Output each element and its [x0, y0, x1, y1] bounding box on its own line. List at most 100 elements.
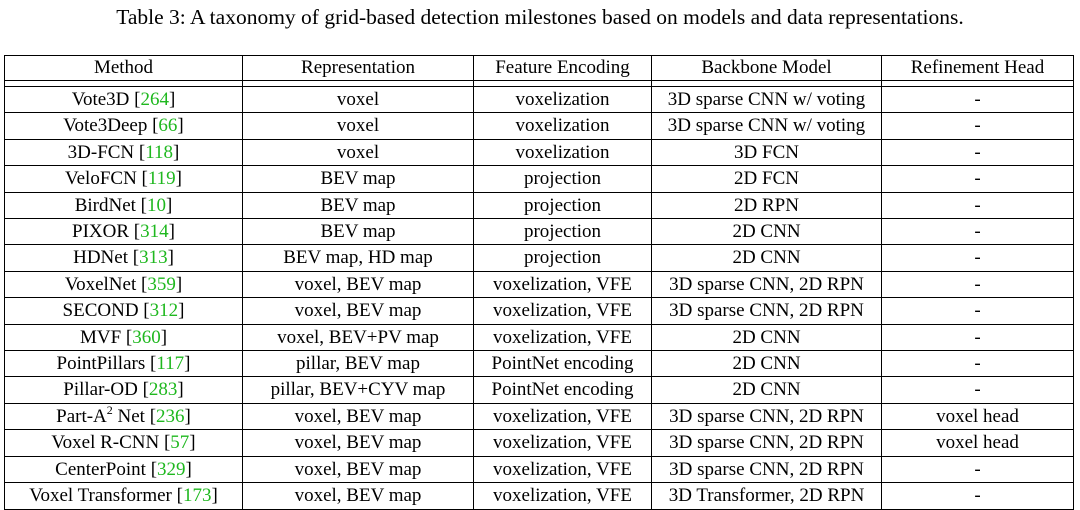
- feature-encoding-cell: voxelization, VFE: [473, 270, 652, 299]
- citation-link[interactable]: 312: [149, 300, 179, 322]
- feature-encoding-cell: voxelization, VFE: [473, 402, 652, 431]
- refinement-head-cell: -: [881, 323, 1074, 352]
- representation-cell: voxel: [242, 138, 474, 167]
- feature-encoding-cell: voxelization, VFE: [473, 455, 652, 484]
- method-name: Part-A: [56, 405, 107, 427]
- feature-encoding-cell: voxelization, VFE: [473, 482, 652, 510]
- feature-encoding-cell: voxelization, VFE: [473, 297, 652, 325]
- method-name: PointPillars: [56, 353, 146, 375]
- refinement-head-cell: voxel head: [881, 402, 1074, 431]
- representation-cell: voxel, BEV map: [242, 270, 474, 299]
- method-name: VoxelNet: [64, 273, 137, 295]
- citation-link[interactable]: 264: [140, 89, 169, 110]
- table-row: HDNet [313] BEV map, HD map projection 2D C…: [4, 244, 1074, 272]
- table-row: Vote3D [264] voxel voxelization 3D sparse C…: [4, 85, 1074, 114]
- feature-encoding-cell: voxelization: [473, 85, 652, 114]
- citation-link[interactable]: 313: [139, 247, 168, 269]
- method-cell: SECOND [312]: [4, 297, 243, 325]
- citation-link[interactable]: 10: [146, 194, 166, 216]
- refinement-head-cell: -: [881, 165, 1074, 193]
- feature-encoding-cell: voxelization: [473, 138, 652, 167]
- feature-encoding-cell: projection: [473, 218, 652, 246]
- header-feature-encoding: Feature Encoding: [473, 55, 652, 81]
- method-name: SECOND: [62, 300, 139, 322]
- citation-link[interactable]: 117: [156, 353, 185, 375]
- citation-link[interactable]: 118: [145, 141, 174, 163]
- method-cell: VeloFCN [119]: [4, 165, 243, 193]
- representation-cell: voxel, BEV+PV map: [242, 323, 474, 352]
- backbone-model-cell: 3D FCN: [651, 138, 882, 167]
- citation-link[interactable]: 283: [148, 379, 178, 401]
- refinement-head-cell: -: [881, 191, 1074, 220]
- feature-encoding-cell: PointNet encoding: [473, 350, 652, 378]
- table-caption: Table 3: A taxonomy of grid-based detect…: [116, 5, 964, 29]
- table-body: Vote3D [264] voxel voxelization 3D sparse C…: [4, 85, 1074, 510]
- refinement-head-cell: -: [881, 112, 1074, 140]
- backbone-model-cell: 3D sparse CNN, 2D RPN: [651, 455, 882, 484]
- method-name: HDNet: [73, 247, 128, 269]
- method-cell: Vote3D [264]: [4, 85, 243, 114]
- method-cell: MVF [360]: [4, 323, 243, 352]
- backbone-model-cell: 2D CNN: [651, 323, 882, 352]
- citation-link[interactable]: 314: [140, 221, 169, 243]
- method-cell: Pillar-OD [283]: [4, 376, 243, 404]
- table-row: 3D-FCN [118] voxel voxelization 3D FCN -: [4, 138, 1074, 167]
- table-row: BirdNet [10] BEV map projection 2D RPN -: [4, 191, 1074, 220]
- method-name-suffix: Net: [117, 405, 145, 427]
- refinement-head-cell: -: [881, 244, 1074, 272]
- table-row: Voxel Transformer [173] voxel, BEV map vox…: [4, 482, 1074, 510]
- representation-cell: voxel, BEV map: [242, 482, 474, 510]
- backbone-model-cell: 3D sparse CNN w/ voting: [651, 112, 882, 140]
- method-cell: Voxel Transformer [173]: [4, 482, 243, 510]
- table-row: PointPillars [117] pillar, BEV map PointNe…: [4, 350, 1074, 378]
- table-row: Pillar-OD [283] pillar, BEV+CYV map PointN…: [4, 376, 1074, 404]
- backbone-model-cell: 3D sparse CNN, 2D RPN: [651, 402, 882, 431]
- representation-cell: voxel, BEV map: [242, 402, 474, 431]
- method-cell: HDNet [313]: [4, 244, 243, 272]
- citation-link[interactable]: 66: [158, 115, 178, 137]
- citation-link[interactable]: 57: [170, 432, 190, 454]
- backbone-model-cell: 2D CNN: [651, 244, 882, 272]
- taxonomy-table: Method Representation Feature Encoding B…: [4, 55, 1074, 510]
- method-cell: VoxelNet [359]: [4, 270, 243, 299]
- representation-cell: voxel, BEV map: [242, 297, 474, 325]
- table-row: Part-A2 Net [236] voxel, BEV map voxelizat…: [4, 402, 1074, 431]
- method-cell: Part-A2 Net [236]: [4, 402, 243, 431]
- method-name: 3D-FCN: [67, 141, 135, 163]
- method-cell: BirdNet [10]: [4, 191, 243, 220]
- refinement-head-cell: -: [881, 350, 1074, 378]
- representation-cell: BEV map: [242, 218, 474, 246]
- refinement-head-cell: -: [881, 218, 1074, 246]
- table-row: CenterPoint [329] voxel, BEV map voxelizat…: [4, 455, 1074, 484]
- citation-link[interactable]: 359: [147, 273, 176, 295]
- refinement-head-cell: -: [881, 297, 1074, 325]
- citation-link[interactable]: 360: [132, 326, 161, 348]
- citation-link[interactable]: 329: [157, 458, 186, 480]
- method-name: Voxel R-CNN: [51, 432, 160, 454]
- header-method: Method: [4, 55, 243, 81]
- citation-link[interactable]: 236: [156, 405, 185, 427]
- representation-cell: BEV map: [242, 165, 474, 193]
- backbone-model-cell: 2D CNN: [651, 376, 882, 404]
- refinement-head-cell: -: [881, 138, 1074, 167]
- backbone-model-cell: 2D FCN: [651, 165, 882, 193]
- representation-cell: BEV map: [242, 191, 474, 220]
- method-cell: Vote3Deep [66]: [4, 112, 243, 140]
- header-backbone-model: Backbone Model: [651, 55, 882, 81]
- backbone-model-cell: 3D sparse CNN, 2D RPN: [651, 270, 882, 299]
- feature-encoding-cell: projection: [473, 165, 652, 193]
- backbone-model-cell: 2D CNN: [651, 350, 882, 378]
- method-cell: PointPillars [117]: [4, 350, 243, 378]
- feature-encoding-cell: voxelization, VFE: [473, 323, 652, 352]
- method-cell: PIXOR [314]: [4, 218, 243, 246]
- table-header-row: Method Representation Feature Encoding B…: [4, 55, 1074, 81]
- feature-encoding-cell: projection: [473, 244, 652, 272]
- refinement-head-cell: -: [881, 482, 1074, 510]
- method-cell: Voxel R-CNN [57]: [4, 429, 243, 457]
- feature-encoding-cell: voxelization: [473, 112, 652, 140]
- refinement-head-cell: -: [881, 376, 1074, 404]
- backbone-model-cell: 3D Transformer, 2D RPN: [651, 482, 882, 510]
- citation-link[interactable]: 173: [182, 485, 212, 507]
- representation-cell: voxel, BEV map: [242, 455, 474, 484]
- citation-link[interactable]: 119: [147, 168, 176, 190]
